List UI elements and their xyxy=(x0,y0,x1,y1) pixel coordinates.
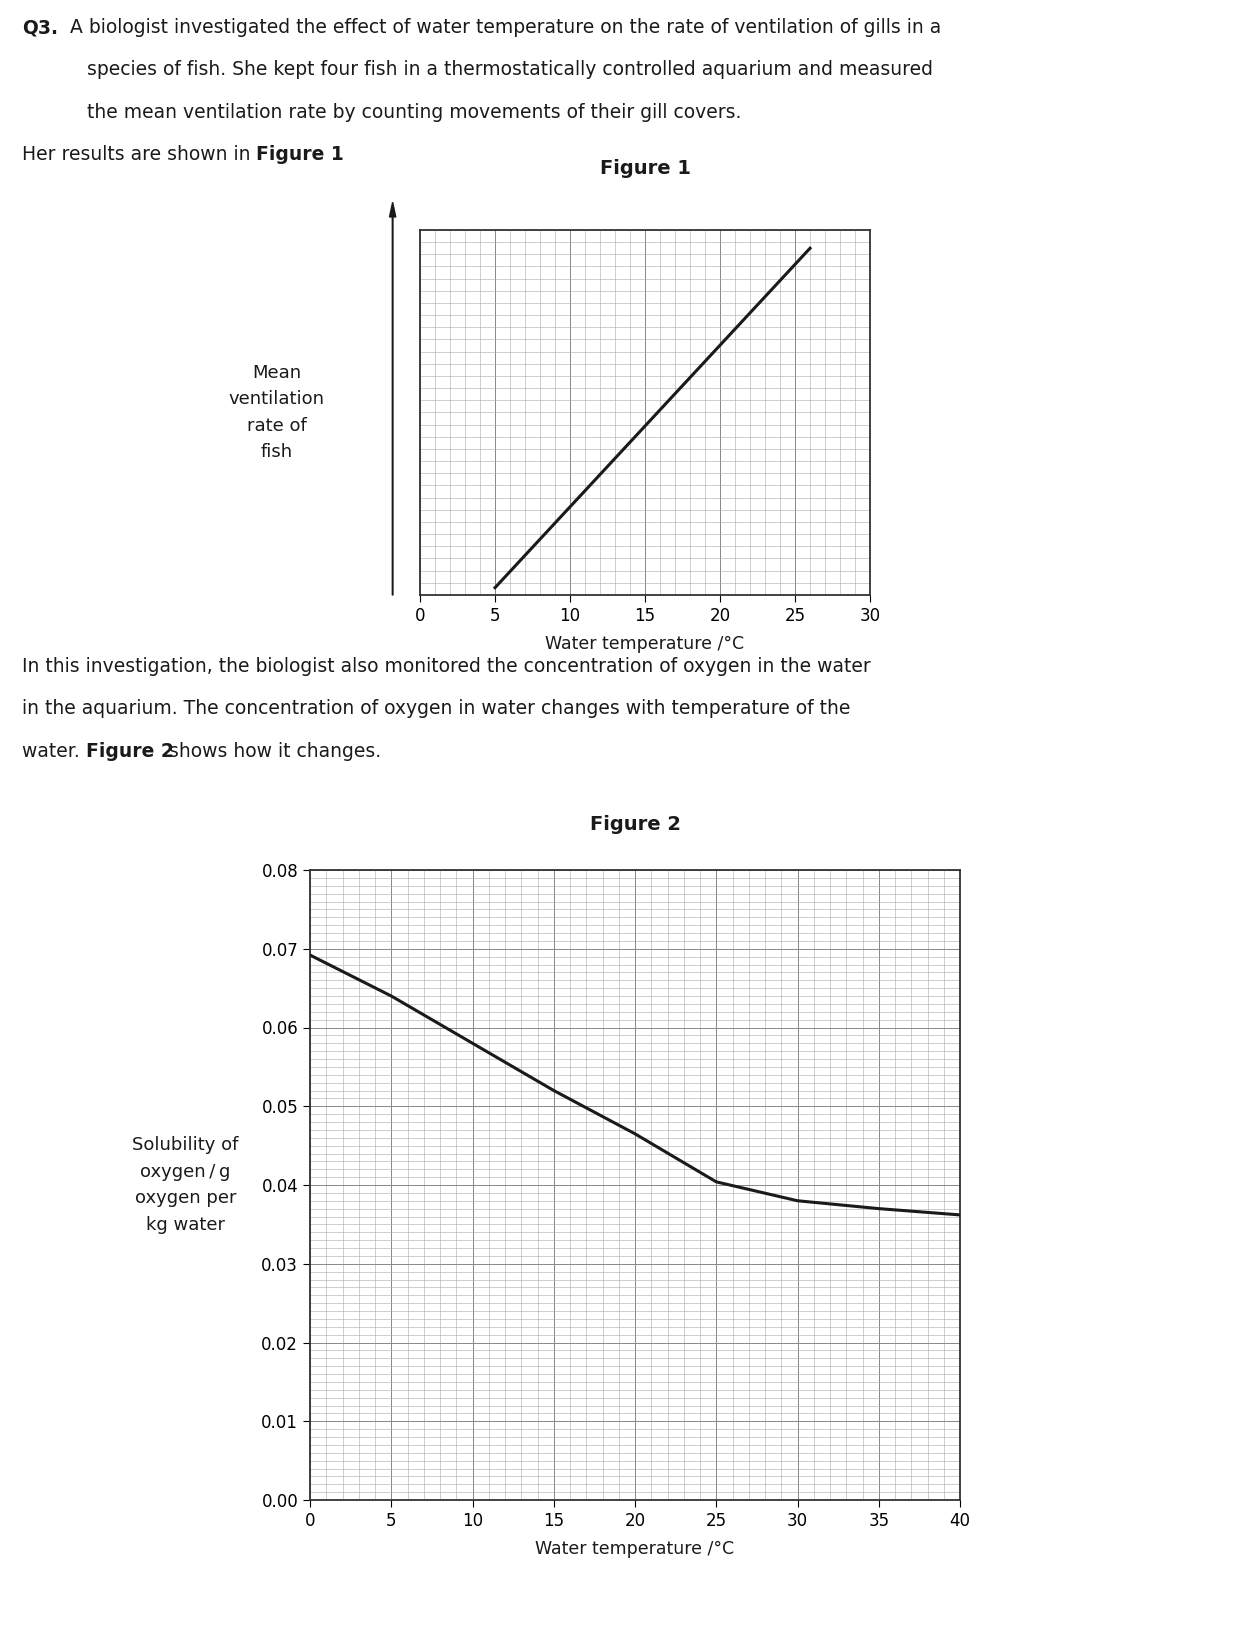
Text: the mean ventilation rate by counting movements of their gill covers.: the mean ventilation rate by counting mo… xyxy=(87,103,741,122)
Text: Figure 2: Figure 2 xyxy=(590,814,680,834)
Text: Her results are shown in: Her results are shown in xyxy=(22,145,258,163)
Text: Figure 2: Figure 2 xyxy=(86,743,174,761)
Text: water.: water. xyxy=(22,743,86,761)
Text: shows how it changes.: shows how it changes. xyxy=(163,743,381,761)
Text: Figure 1: Figure 1 xyxy=(256,145,345,163)
X-axis label: Water temperature /°C: Water temperature /°C xyxy=(545,635,745,653)
Text: Solubility of
oxygen / g
oxygen per
kg water: Solubility of oxygen / g oxygen per kg w… xyxy=(132,1136,239,1234)
Text: In this investigation, the biologist also monitored the concentration of oxygen : In this investigation, the biologist als… xyxy=(22,658,871,676)
Text: Figure 1: Figure 1 xyxy=(600,158,690,178)
X-axis label: Water temperature /°C: Water temperature /°C xyxy=(535,1539,734,1557)
Text: .: . xyxy=(333,145,340,163)
Text: species of fish. She kept four fish in a thermostatically controlled aquarium an: species of fish. She kept four fish in a… xyxy=(87,60,933,80)
Text: A biologist investigated the effect of water temperature on the rate of ventilat: A biologist investigated the effect of w… xyxy=(70,18,940,38)
Text: in the aquarium. The concentration of oxygen in water changes with temperature o: in the aquarium. The concentration of ox… xyxy=(22,700,851,718)
Text: Q3.: Q3. xyxy=(22,18,58,38)
Text: Mean
ventilation
rate of
fish: Mean ventilation rate of fish xyxy=(229,364,325,462)
